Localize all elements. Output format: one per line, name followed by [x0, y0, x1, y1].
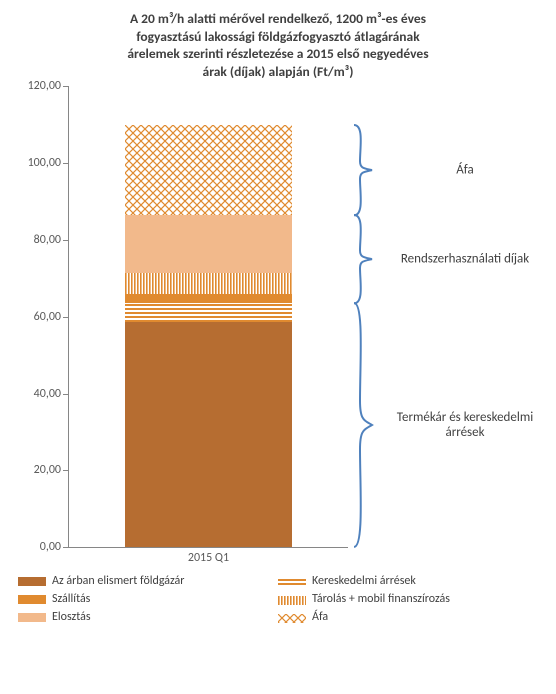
y-tick [63, 394, 69, 395]
y-tick-label: 40,00 [34, 387, 61, 401]
legend-label: Kereskedelmi árrések [312, 574, 416, 588]
y-tick-label: 100,00 [28, 156, 61, 170]
bar-segment-elosztas [125, 215, 292, 273]
legend-swatch [18, 577, 46, 586]
legend-item-kereskedelmi: Kereskedelmi árrések [278, 574, 538, 588]
bar-segment-szallitas [125, 294, 292, 304]
legend-item-elosztas: Elosztás [18, 610, 278, 624]
chart-container: A 20 m³/h alatti mérővel rendelkező, 120… [0, 0, 556, 694]
title-line: árelemek szerinti részletezése a 2015 el… [127, 45, 428, 62]
legend-item-foldgazar: Az árban elismert földgázár [18, 574, 278, 588]
legend-item-szallitas: Szállítás [18, 592, 278, 606]
y-tick-label: 120,00 [28, 79, 61, 93]
legend-label: Szállítás [52, 592, 90, 606]
y-tick-label: 20,00 [34, 463, 61, 477]
legend-label: Áfa [312, 610, 328, 624]
group-label: Rendszerhasználati díjak [380, 252, 550, 267]
y-tick-label: 80,00 [34, 233, 61, 247]
y-tick [63, 240, 69, 241]
title-line: fogyasztású lakossági földgázfogyasztó á… [136, 28, 419, 45]
y-tick [63, 470, 69, 471]
group-brace [352, 303, 376, 547]
title-line: A 20 m³/h alatti mérővel rendelkező, 120… [130, 10, 426, 27]
y-tick [63, 317, 69, 318]
legend-label: Az árban elismert földgázár [52, 574, 185, 588]
group-label: Termékár és kereskedelmi árrések [380, 410, 550, 440]
legend-item-tarolas: Tárolás + mobil finanszírozás [278, 592, 538, 606]
title-line: árak (díjak) alapján (Ft/m³) [203, 63, 354, 80]
y-tick [63, 163, 69, 164]
legend: Az árban elismert földgázár Kereskedelmi … [18, 574, 538, 628]
plot-area: 2015 Q1 0,0020,0040,0060,0080,00100,0012… [68, 86, 348, 548]
group-brace [352, 215, 376, 303]
legend-swatch [18, 595, 46, 604]
legend-label: Elosztás [52, 610, 91, 624]
legend-swatch [18, 613, 46, 622]
legend-swatch [278, 577, 306, 586]
legend-item-afa: Áfa [278, 610, 538, 624]
chart-title: A 20 m³/h alatti mérővel rendelkező, 120… [8, 10, 548, 86]
category-label: 2015 Q1 [69, 551, 348, 565]
legend-swatch [278, 595, 306, 604]
y-tick-label: 0,00 [40, 540, 61, 554]
bar-segment-afa [125, 125, 292, 215]
y-tick [63, 547, 69, 548]
stacked-bar [125, 125, 292, 548]
bar-segment-kereskedelmi [125, 303, 292, 322]
group-label: Áfa [380, 162, 550, 177]
y-tick [63, 86, 69, 87]
legend-label: Tárolás + mobil finanszírozás [312, 592, 450, 606]
legend-swatch [278, 613, 306, 622]
bar-segment-foldgazar [125, 322, 292, 547]
bar-segment-tarolas [125, 273, 292, 294]
group-brace [352, 125, 376, 215]
y-tick-label: 60,00 [34, 310, 61, 324]
